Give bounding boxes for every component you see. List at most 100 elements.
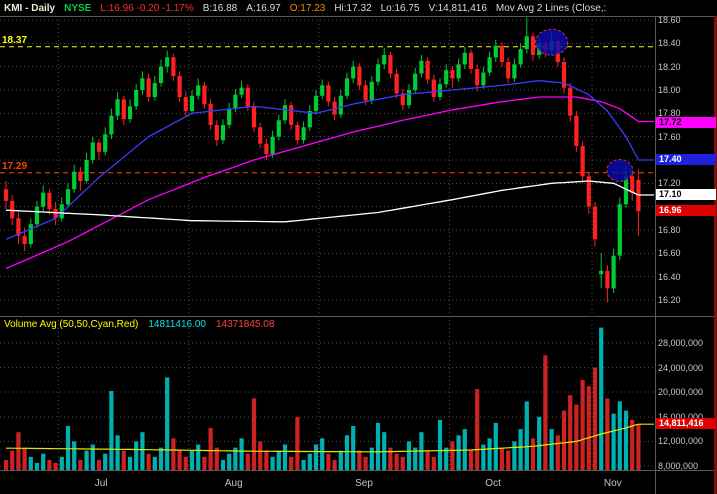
candle-body [406,90,412,106]
candle-body [134,90,139,107]
candle-body [34,206,40,225]
volume-bar [518,429,523,470]
candle-body [530,36,536,55]
volume-bar [617,401,622,470]
candle-body [338,95,343,115]
candle-body [270,136,275,155]
candle-body [208,104,213,125]
volume-bar [530,438,536,470]
volume-bar [16,432,21,470]
right-edge-strip [714,16,717,494]
ma-magenta [5,96,654,270]
volume-bar [220,459,226,470]
volume-bar [307,453,312,470]
candle-body [568,87,573,116]
volume-bar [171,438,176,470]
volume-bar [10,450,15,470]
volume-bar [121,450,126,470]
volume-bar [555,435,560,471]
candle-body [592,206,598,240]
symbol-title[interactable]: KMI - Daily [4,2,56,14]
volume-bar [611,413,616,470]
volume-bar [165,377,170,470]
candle-body [239,87,244,95]
volume-bar [406,441,412,470]
volume-bar [96,459,102,470]
candle-body [400,93,405,106]
exchange-label: NYSE [64,2,92,14]
volume-bar [183,456,188,470]
volume-bar [543,355,548,470]
candle-body [258,127,263,144]
volume-bar [84,450,89,470]
candle-body [140,78,145,90]
volume-bar [388,447,393,470]
candle-body [233,94,238,109]
candle-body [251,106,257,128]
volume-bar [586,386,591,470]
volume-bar [152,456,157,470]
volume-bar [264,450,269,470]
ask-value: A:16.97 [246,2,281,14]
volume-bar [202,456,207,470]
candle-body [394,73,399,94]
volume-bar [630,419,635,470]
volume-bar [605,398,610,470]
volume-bar [623,410,629,470]
annotation-circle[interactable] [535,28,569,56]
candle-body [493,45,498,58]
volume-bar [344,435,350,471]
candle-body [357,66,362,86]
volume-bar [524,401,529,470]
candle-body [375,64,381,82]
candle-body [512,64,517,79]
volume-bar [90,444,95,470]
candle-body [344,78,350,96]
volume-bar [295,416,300,470]
candle-body [363,85,368,101]
volume-bar [208,427,213,470]
volume-bar [34,462,40,470]
candle-body [388,55,393,74]
candle-body [561,62,567,88]
annotation-circle[interactable] [606,159,634,182]
last-price-change: L:16.96 -0.20 -1.17% [100,2,194,14]
volume-bar [456,435,461,471]
candle-body [84,160,89,181]
volume-bar [437,419,443,470]
candle-body [121,99,126,120]
candle-body [78,171,83,181]
volume-bar [320,438,325,470]
candle-body [586,176,591,207]
volume-bar [431,456,436,470]
volume-bar [444,447,449,470]
volume-bar [413,447,418,470]
volume-avg-red-value: 14371845.08 [216,319,275,330]
volume-avg-title[interactable]: Volume Avg (50,50,Cyan,Red) [4,319,139,330]
candle-body [320,85,325,96]
indicator-label[interactable]: Mov Avg 2 Lines (Close,: [495,2,607,14]
volume-bar [140,432,145,470]
candle-body [307,111,312,128]
volume-bar [158,447,164,470]
volume-bar [189,450,195,470]
candle-body [605,270,610,289]
low-value: Lo:16.75 [380,2,420,14]
volume-bar [580,379,585,470]
volume-bar [251,398,257,470]
candle-body [41,192,46,207]
volume-bar [468,450,474,470]
volume-bar [338,450,343,470]
candle-body [146,78,151,97]
ma-white [5,180,654,223]
volume-bar [493,422,498,470]
candle-body [127,106,133,120]
candle-body [22,235,27,244]
volume-bar [425,450,430,470]
volume-bar [369,447,374,470]
volume-bar [103,453,108,470]
candle-body [264,143,269,155]
volume-bar [475,389,480,470]
candle-body [617,204,622,256]
